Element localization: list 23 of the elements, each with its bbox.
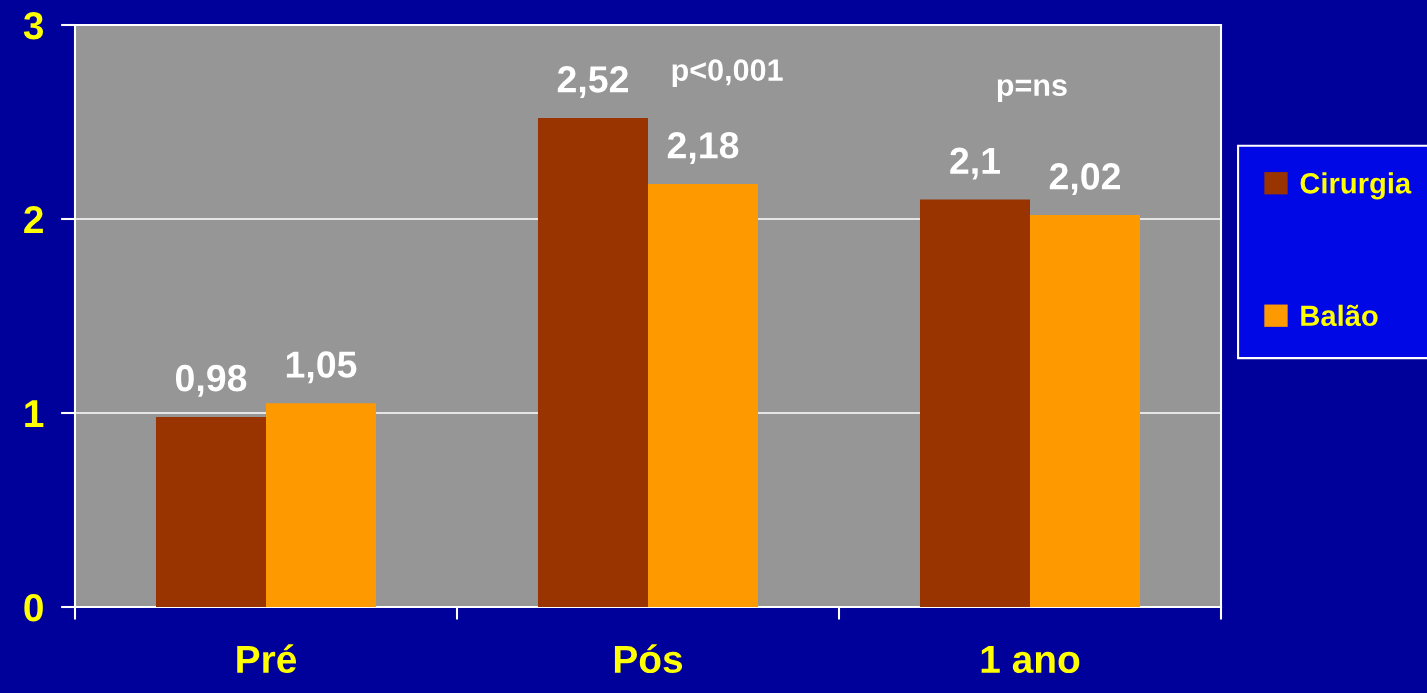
data-label: 2,02 bbox=[1049, 163, 1120, 196]
x-tick-label: 1 ano bbox=[981, 645, 1080, 674]
legend-label: Cirurgia bbox=[1300, 172, 1412, 200]
bar bbox=[648, 184, 759, 607]
data-label: 2,1 bbox=[950, 147, 1001, 180]
bar bbox=[266, 403, 377, 607]
bar bbox=[1030, 215, 1141, 607]
bar bbox=[919, 199, 1030, 607]
y-tick-label: 1 bbox=[25, 400, 44, 428]
data-label: 0,98 bbox=[175, 364, 247, 397]
data-label: 1,05 bbox=[286, 351, 357, 384]
legend-label: Balão bbox=[1301, 304, 1378, 327]
data-label: 2,52 bbox=[557, 66, 628, 99]
data-label: 2,18 bbox=[667, 132, 739, 165]
x-tick-label: Pós bbox=[614, 644, 683, 674]
y-tick-label: 2 bbox=[24, 205, 43, 234]
bar bbox=[537, 118, 648, 607]
y-tick-label: 3 bbox=[23, 11, 44, 40]
x-tick-label: Pré bbox=[237, 644, 297, 674]
bar bbox=[155, 416, 266, 607]
annotation: p=ns bbox=[997, 79, 1067, 103]
y-tick-label: 0 bbox=[24, 593, 43, 622]
annotation: p<0,001 bbox=[672, 59, 783, 87]
